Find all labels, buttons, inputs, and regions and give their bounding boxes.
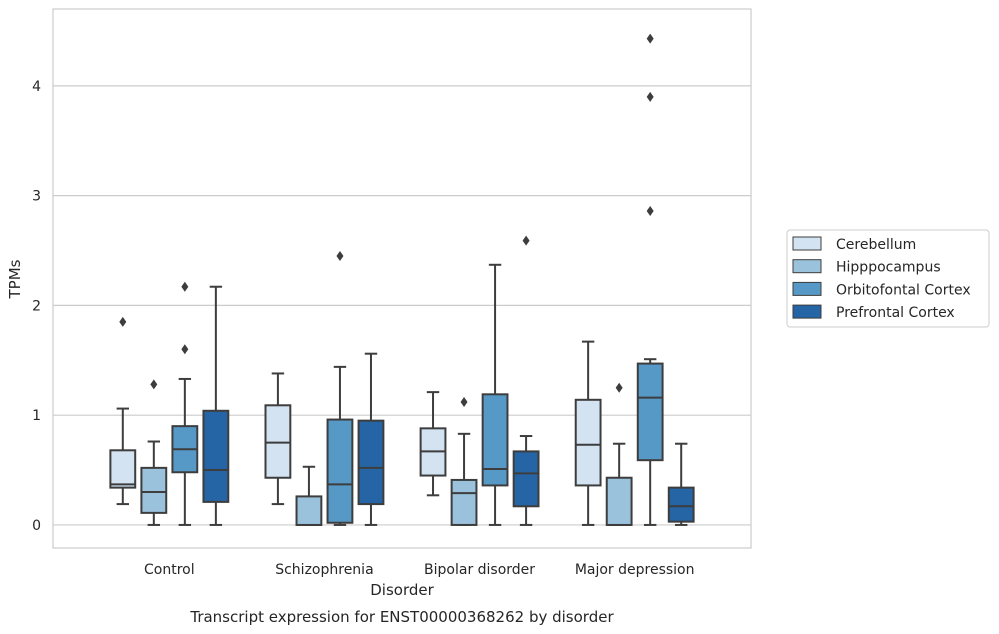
legend-swatch <box>792 304 822 319</box>
box-iqr <box>636 362 664 462</box>
legend: Cerebellum Hipppocampus Orbitofontal Corte… <box>786 229 990 328</box>
box-cerebellum-0 <box>109 316 137 506</box>
box-prefrontal-cortex-3 <box>667 442 695 526</box>
box-orbitofontal-cortex-0 <box>171 281 199 526</box>
x-tick-labels: Control Schizophrenia Bipolar disorder Majo… <box>144 562 694 578</box>
legend-label: Cerebellum <box>836 237 916 253</box>
box-iqr <box>264 404 292 479</box>
y-tick-label: 4 <box>32 79 41 95</box>
outlier-point <box>646 91 654 102</box>
x-axis-label: Disorder <box>370 581 434 599</box>
outlier-point <box>646 33 654 44</box>
box-cerebellum-3 <box>574 340 602 526</box>
box-iqr <box>357 419 385 506</box>
box-iqr <box>512 450 540 508</box>
grid-lines <box>53 85 751 526</box>
x-tick-label: Major depression <box>575 562 695 578</box>
box-iqr <box>450 478 478 526</box>
outlier-point <box>181 281 189 292</box>
outlier-point <box>646 205 654 216</box>
box-hipppocampus-0 <box>140 379 168 526</box>
box-iqr <box>202 409 230 503</box>
y-tick-label: 0 <box>32 518 41 534</box>
box-hipppocampus-2 <box>450 396 478 526</box>
box-hipppocampus-1 <box>295 465 323 526</box>
box-prefrontal-cortex-2 <box>512 235 540 526</box>
outlier-point <box>615 382 623 393</box>
outlier-point <box>522 235 530 246</box>
box-orbitofontal-cortex-1 <box>326 250 354 526</box>
outlier-point <box>150 379 158 390</box>
legend-swatch <box>792 236 822 251</box>
y-tick-label: 2 <box>32 298 41 314</box>
x-tick-label: Bipolar disorder <box>424 562 535 578</box>
box-iqr <box>605 476 633 526</box>
legend-frame <box>786 229 990 328</box>
box-iqr <box>295 495 323 526</box>
outlier-point <box>460 396 468 407</box>
box-cerebellum-2 <box>419 391 447 497</box>
box-iqr <box>326 418 354 524</box>
box-iqr <box>667 486 695 523</box>
legend-label: Prefrontal Cortex <box>836 305 955 321</box>
y-axis-label: TPMs <box>6 259 24 299</box>
x-tick-label: Control <box>144 562 195 578</box>
box-iqr <box>574 398 602 487</box>
box-cerebellum-1 <box>264 372 292 506</box>
outlier-point <box>336 250 344 261</box>
y-tick-labels: 0 1 2 3 4 <box>32 79 41 534</box>
box-hipppocampus-3 <box>605 382 633 526</box>
legend-label: Orbitofontal Cortex <box>836 282 971 298</box>
box-iqr <box>109 449 137 489</box>
box-orbitofontal-cortex-2 <box>481 263 509 526</box>
box-iqr <box>481 393 509 487</box>
outlier-point <box>181 344 189 355</box>
box-orbitofontal-cortex-3 <box>636 33 664 526</box>
box-iqr <box>140 466 168 514</box>
y-tick-label: 1 <box>32 408 41 424</box>
legend-label: Hipppocampus <box>836 260 941 276</box>
legend-swatch <box>792 259 822 274</box>
box-prefrontal-cortex-1 <box>357 352 385 526</box>
box-prefrontal-cortex-0 <box>202 285 230 526</box>
y-tick-label: 3 <box>32 189 41 205</box>
plot-area-frame <box>52 8 752 549</box>
outlier-point <box>119 316 127 327</box>
chart-caption: Transcript expression for ENST0000036826… <box>189 608 614 626</box>
legend-swatch <box>792 281 822 296</box>
box-layer <box>109 33 695 526</box>
x-tick-label: Schizophrenia <box>275 562 373 578</box>
